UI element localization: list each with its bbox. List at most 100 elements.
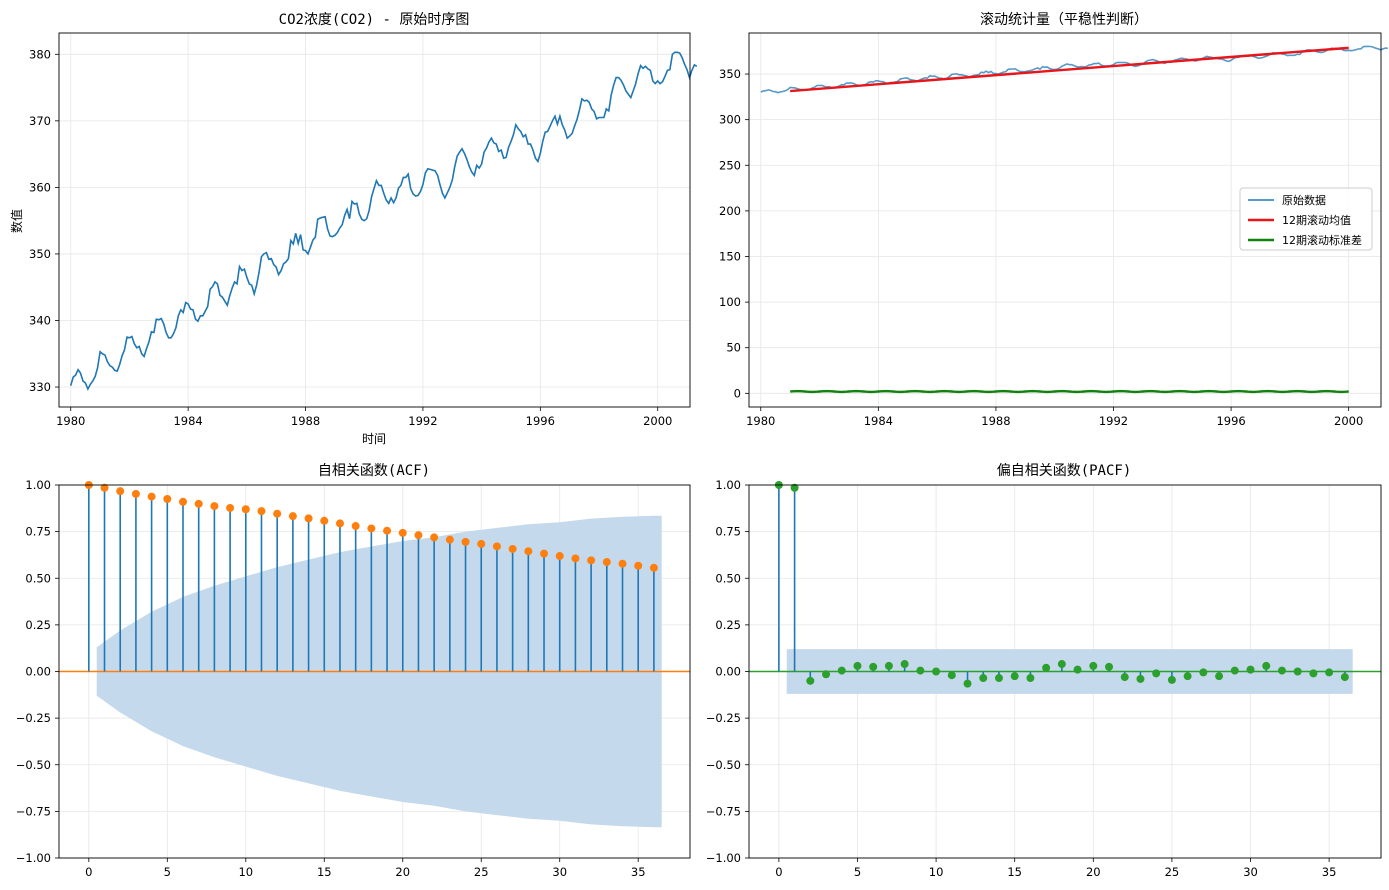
- raw-series-title: CO2浓度(CO2) - 原始时序图: [279, 12, 470, 28]
- plot-frame: [58, 484, 691, 859]
- acf-marker: [320, 516, 329, 525]
- x-tick-label: 10: [238, 865, 253, 879]
- acf-marker: [147, 492, 156, 501]
- pacf-marker: [1089, 661, 1098, 670]
- pacf-marker: [979, 674, 988, 683]
- pacf-marker: [1325, 668, 1334, 677]
- acf-marker: [430, 533, 439, 542]
- acf-marker: [477, 539, 486, 548]
- acf-marker: [116, 487, 125, 496]
- x-tick-label: 2000: [1334, 414, 1363, 428]
- acf-marker: [492, 542, 501, 551]
- acf-marker: [257, 507, 266, 516]
- pacf-marker: [1073, 665, 1082, 674]
- acf-marker: [367, 524, 376, 533]
- pacf-marker: [884, 661, 893, 670]
- acf-marker: [524, 547, 533, 556]
- x-tick-label: 1992: [408, 414, 437, 428]
- x-tick-label: 5: [854, 865, 861, 879]
- x-tick-label: 15: [1007, 865, 1022, 879]
- x-tick-label: 0: [775, 865, 782, 879]
- y-tick-label: −0.50: [706, 758, 741, 772]
- pacf-marker: [1183, 672, 1192, 681]
- pacf-marker: [932, 667, 941, 676]
- pacf-marker: [1340, 673, 1349, 682]
- x-tick-label: 15: [317, 865, 332, 879]
- plot-frame: [58, 32, 691, 408]
- acf-marker: [587, 556, 596, 565]
- acf-title: 自相关函数(ACF): [318, 463, 430, 479]
- x-tick-label: 25: [474, 865, 489, 879]
- grid-lines: [59, 33, 690, 407]
- pacf-title: 偏自相关函数(PACF): [997, 463, 1132, 479]
- pacf-marker: [916, 666, 925, 675]
- acf-marker: [179, 497, 188, 506]
- pacf-marker: [1026, 674, 1035, 683]
- y-tick-label: 350: [29, 247, 51, 261]
- legend-label-raw: 原始数据: [1282, 193, 1326, 207]
- pacf-marker: [806, 676, 815, 685]
- pacf-marker: [1010, 672, 1019, 681]
- axes-ticks: 0 5 10 15 20 25 30 35 −1.00 −0.75 −0.50 −0.25 0.00 0.…: [706, 478, 1337, 879]
- x-tick-label: 0: [85, 865, 92, 879]
- x-tick-label: 1988: [291, 414, 320, 428]
- x-tick-label: 1980: [56, 414, 85, 428]
- acf-marker: [508, 544, 517, 553]
- plot-frame: [748, 32, 1382, 408]
- acf-marker: [194, 499, 203, 508]
- y-tick-label: 300: [719, 113, 741, 127]
- y-tick-label: 200: [719, 204, 741, 218]
- y-tick-label: 0.00: [25, 665, 51, 679]
- acf-marker: [571, 554, 580, 563]
- raw-series-xlabel: 时间: [362, 432, 386, 446]
- y-tick-label: 100: [719, 295, 741, 309]
- x-tick-label: 30: [552, 865, 567, 879]
- x-tick-label: 1996: [1216, 414, 1245, 428]
- y-tick-label: 0.75: [715, 525, 741, 539]
- pacf-marker: [869, 662, 878, 671]
- acf-marker: [100, 483, 109, 492]
- x-tick-label: 1996: [526, 414, 555, 428]
- pacf-marker: [790, 483, 799, 492]
- pacf-marker: [1105, 662, 1114, 671]
- y-tick-label: 340: [29, 313, 51, 327]
- acf-marker: [398, 528, 407, 537]
- pacf-marker: [822, 670, 831, 679]
- acf-marker: [445, 535, 454, 544]
- pacf-marker: [1152, 669, 1161, 678]
- acf-marker: [618, 559, 627, 568]
- y-tick-label: 50: [726, 341, 741, 355]
- y-tick-label: 0.00: [715, 665, 741, 679]
- y-tick-label: −0.25: [706, 711, 741, 725]
- acf-marker: [335, 519, 344, 528]
- axes-ticks: 0 5 10 15 20 25 30 35 −1.00 −0.75 −0.50 −0.25 0.00 0.…: [16, 478, 646, 879]
- y-tick-label: 350: [719, 67, 741, 81]
- y-tick-label: 0: [734, 386, 741, 400]
- y-tick-label: 360: [29, 180, 51, 194]
- acf-marker: [131, 489, 140, 498]
- x-tick-label: 1984: [864, 414, 893, 428]
- acf-marker: [241, 505, 250, 514]
- acf-marker: [226, 503, 235, 512]
- axes-ticks: 1980 1984 1988 1992 1996 2000 0 50 100 150 200 250 3…: [719, 67, 1363, 428]
- y-tick-label: 0.50: [715, 571, 741, 585]
- acf-marker: [555, 552, 564, 561]
- pacf-panel: 偏自相关函数(PACF) 0 5 10 15 20 25 30 35 −1.00 −0.75 −0.…: [706, 463, 1382, 879]
- pacf-marker: [1309, 669, 1318, 678]
- acf-marker: [163, 494, 172, 503]
- plot-frame: [748, 484, 1382, 859]
- y-tick-label: −1.00: [16, 851, 51, 865]
- x-tick-label: 35: [1322, 865, 1337, 879]
- y-tick-label: −0.25: [16, 711, 51, 725]
- acf-marker: [540, 549, 549, 558]
- acf-panel: 自相关函数(ACF) 0 5 10 15 20 25 30 35 −1.00 −0.75 −0.50…: [16, 463, 691, 879]
- x-tick-label: 2000: [643, 414, 672, 428]
- x-tick-label: 1992: [1099, 414, 1128, 428]
- y-tick-label: 0.75: [25, 525, 51, 539]
- pacf-marker: [1293, 667, 1302, 676]
- legend-label-rolling-std: 12期滚动标准差: [1282, 233, 1362, 247]
- co2-series-line: [69, 51, 698, 391]
- axes-ticks: 1980 1984 1988 1992 1996 2000 330 340 350 360 370 3…: [29, 47, 672, 428]
- y-tick-label: −0.75: [16, 804, 51, 818]
- pacf-marker: [963, 679, 972, 688]
